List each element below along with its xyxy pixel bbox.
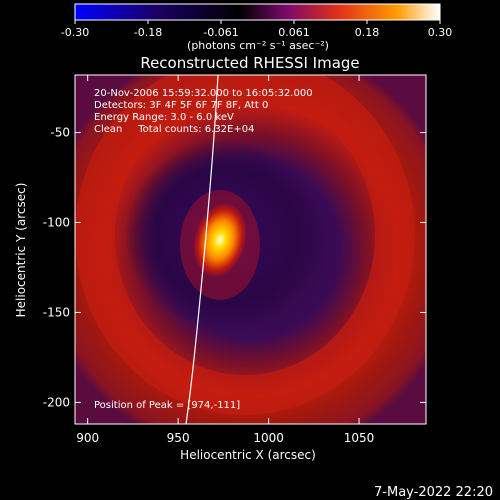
y-axis: -50 -100 -150 -200 [43,126,426,409]
peak-position-text: Position of Peak = [974,-111] [94,400,240,411]
plot-title: Reconstructed RHESSI Image [140,54,359,72]
y-tick-label: -200 [43,395,70,409]
x-tick-label: 1000 [253,431,284,445]
info-line-detectors: Detectors: 3F 4F 5F 6F 7F 8F, Att 0 [94,100,268,111]
colorbar-units: (photons cm⁻² s⁻¹ asec⁻²) [187,39,329,52]
image-area: 20-Nov-2006 15:59:32.000 to 16:05:32.000… [75,75,426,424]
plot-frame [74,74,427,425]
colorbar-tick-label: -0.061 [203,26,238,39]
colorbar-gradient [74,3,441,21]
info-line-clean: Clean Total counts: 6.32E+04 [94,124,254,135]
footer-date: 7-May-2022 22:20 [374,485,493,500]
colorbar-tick-label: -0.30 [61,26,89,39]
peak-source [193,202,247,278]
colorbar-tick-label: 0.18 [355,26,380,39]
info-line-energy: Energy Range: 3.0 - 6.0 keV [94,112,234,123]
colorbar-tick-label: 0.30 [428,26,453,39]
y-tick-label: -100 [43,216,70,230]
x-axis: 900 950 1000 1050 [76,75,374,445]
colorbar-ticks: -0.30 -0.18 -0.061 0.061 0.18 0.30 [61,20,452,39]
info-line-time: 20-Nov-2006 15:59:32.000 to 16:05:32.000 [94,88,313,99]
colorbar: -0.30 -0.18 -0.061 0.061 0.18 0.30 (photons c… [61,3,452,52]
x-tick-label: 900 [76,431,99,445]
x-axis-label: Heliocentric X (arcsec) [180,448,316,462]
info-text-block: 20-Nov-2006 15:59:32.000 to 16:05:32.000… [94,88,313,135]
colorbar-tick-label: 0.061 [278,26,310,39]
y-tick-label: -50 [50,126,70,140]
y-tick-label: -150 [43,305,70,319]
x-tick-label: 950 [167,431,190,445]
red-ring-band [75,75,415,415]
colorbar-tick-label: -0.18 [134,26,162,39]
y-axis-label: Heliocentric Y (arcsec) [14,183,28,318]
x-tick-label: 1050 [344,431,375,445]
solar-limb [185,75,219,424]
